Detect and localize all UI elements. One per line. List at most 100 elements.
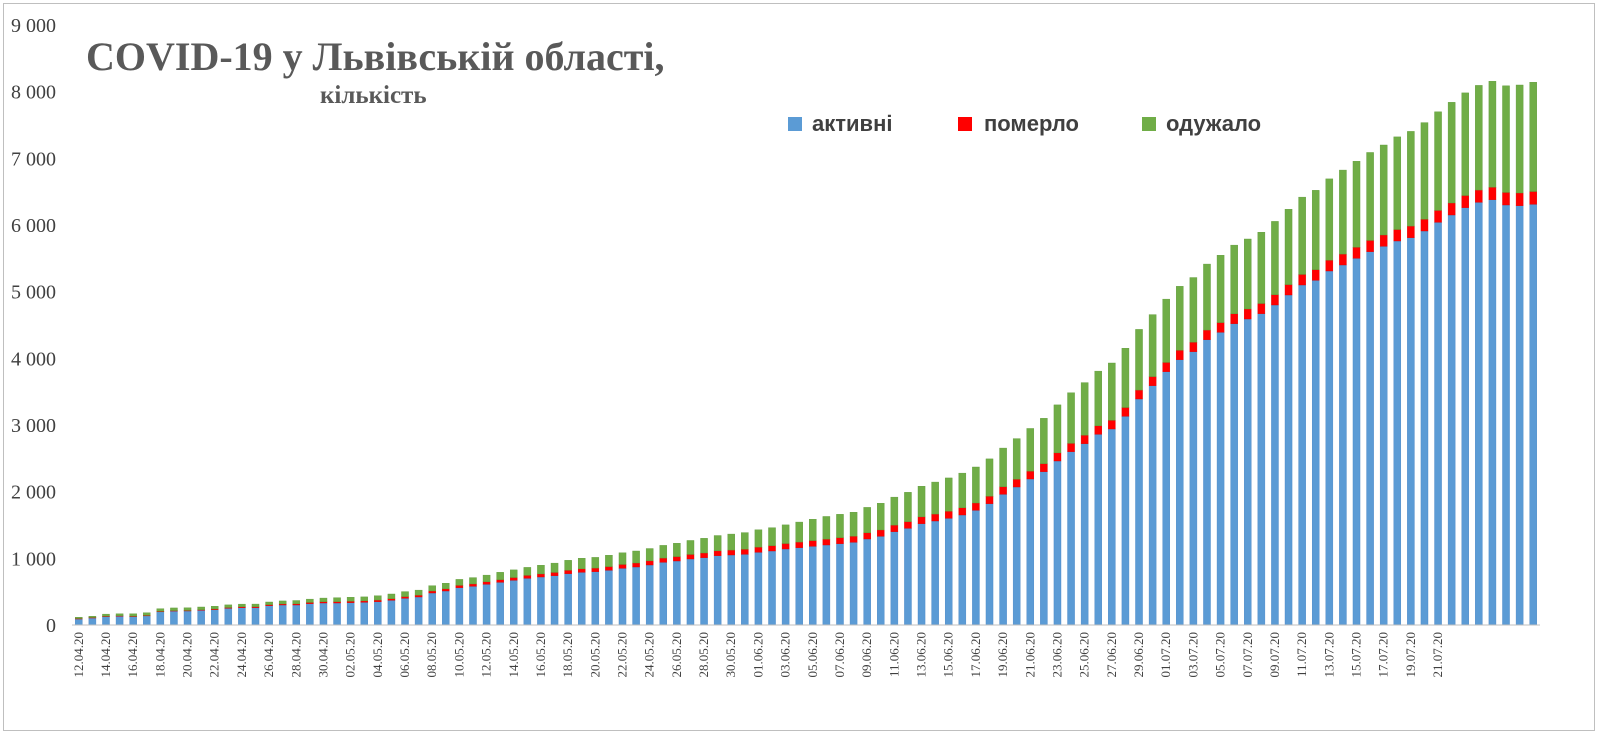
x-tick-label: 28.05.20 xyxy=(696,632,711,678)
bar-active xyxy=(387,600,396,626)
x-tick-label: 24.04.20 xyxy=(234,632,249,678)
bar-active xyxy=(319,602,328,626)
bar-recovered xyxy=(115,613,124,616)
bar-died xyxy=(999,486,1007,495)
x-tick-label: 19.07.20 xyxy=(1403,632,1418,678)
legend: активні померло одужало xyxy=(788,111,1261,136)
legend-swatch-recovered xyxy=(1142,117,1156,131)
bar-active xyxy=(537,576,545,626)
bar-recovered xyxy=(1434,111,1442,211)
bar-recovered xyxy=(292,600,301,605)
bar-recovered xyxy=(944,477,953,512)
bar-died xyxy=(1325,260,1334,272)
bar-active xyxy=(183,610,192,626)
bar-recovered xyxy=(863,507,871,533)
bar-died xyxy=(1203,329,1211,340)
y-tick-label: 8 000 xyxy=(11,82,56,104)
bar-active xyxy=(727,554,735,626)
x-tick-label: 07.06.20 xyxy=(832,632,847,678)
bar-died xyxy=(1407,225,1415,238)
bar-active xyxy=(102,616,110,626)
bar-died xyxy=(931,513,939,522)
bar-died xyxy=(877,529,885,537)
x-tick-label: 09.06.20 xyxy=(859,632,874,678)
x-tick-label: 23.06.20 xyxy=(1049,632,1064,678)
y-tick-label: 6 000 xyxy=(11,215,56,237)
bar-recovered xyxy=(904,492,912,522)
y-tick-label: 4 000 xyxy=(11,348,56,370)
bar-recovered xyxy=(1257,231,1266,304)
bar-died xyxy=(754,546,763,553)
bar-died xyxy=(591,567,600,572)
bar-active xyxy=(1203,339,1211,626)
bar-died xyxy=(632,562,640,568)
bar-active xyxy=(1230,323,1238,626)
bar-recovered xyxy=(537,565,545,575)
bar-died xyxy=(849,536,858,543)
bar-died xyxy=(917,516,926,524)
bar-died xyxy=(1393,229,1402,242)
bar-died xyxy=(1067,443,1075,452)
bar-died xyxy=(1012,479,1021,488)
x-tick-label: 04.05.20 xyxy=(370,632,385,678)
bar-recovered xyxy=(346,597,355,602)
bar-recovered xyxy=(1366,152,1374,241)
bar-recovered xyxy=(1284,209,1293,285)
bar-active xyxy=(1080,443,1089,626)
bar-recovered xyxy=(401,591,409,597)
bar-active xyxy=(1420,230,1429,626)
x-tick-label: 05.06.20 xyxy=(805,632,820,678)
bar-died xyxy=(1053,452,1062,462)
bar-recovered xyxy=(170,607,178,611)
bar-died xyxy=(985,496,994,504)
bar-active xyxy=(1393,240,1402,626)
bar-active xyxy=(863,538,871,626)
bar-active xyxy=(1108,428,1116,626)
bar-recovered xyxy=(727,533,735,551)
bar-recovered xyxy=(523,567,532,576)
bar-recovered xyxy=(1067,392,1075,444)
bar-died xyxy=(1244,308,1252,320)
bar-died xyxy=(1366,240,1374,252)
bar-recovered xyxy=(1339,169,1347,255)
bar-recovered xyxy=(319,597,328,602)
bar-recovered xyxy=(809,519,817,541)
bar-died xyxy=(374,599,382,602)
bar-recovered xyxy=(1271,221,1279,295)
bar-died xyxy=(713,550,722,556)
bar-active xyxy=(238,607,246,626)
bar-active xyxy=(1067,451,1075,626)
bar-recovered xyxy=(224,604,233,608)
bar-active xyxy=(401,598,409,626)
x-tick-label: 08.05.20 xyxy=(424,632,439,678)
x-tick-label: 22.04.20 xyxy=(207,632,222,678)
bar-active xyxy=(673,560,681,626)
x-tick-label: 07.07.20 xyxy=(1240,632,1255,678)
bar-recovered xyxy=(482,574,491,583)
bar-died xyxy=(1352,247,1361,259)
bar-active xyxy=(1434,222,1442,626)
bar-died xyxy=(795,541,803,548)
y-tick-label: 5 000 xyxy=(11,282,56,304)
bar-recovered xyxy=(428,585,436,592)
bar-died xyxy=(1040,463,1048,472)
bar-active xyxy=(210,609,219,626)
bar-died xyxy=(1434,210,1442,223)
bar-active xyxy=(455,587,464,626)
bar-recovered xyxy=(1216,255,1225,323)
bar-recovered xyxy=(754,529,763,548)
bar-recovered xyxy=(265,601,273,605)
bar-recovered xyxy=(1203,263,1211,331)
bar-active xyxy=(1366,251,1374,626)
bar-recovered xyxy=(442,583,450,590)
x-tick-label: 20.05.20 xyxy=(587,632,602,678)
legend-label-died: померло xyxy=(984,111,1079,136)
bar-recovered xyxy=(1461,92,1469,196)
bar-active xyxy=(1216,332,1225,626)
bar-active xyxy=(1135,398,1143,626)
bar-active xyxy=(890,531,899,626)
bar-recovered xyxy=(713,535,722,552)
bar-active xyxy=(1515,205,1524,626)
bar-died xyxy=(1447,202,1456,216)
bar-active xyxy=(768,550,776,626)
